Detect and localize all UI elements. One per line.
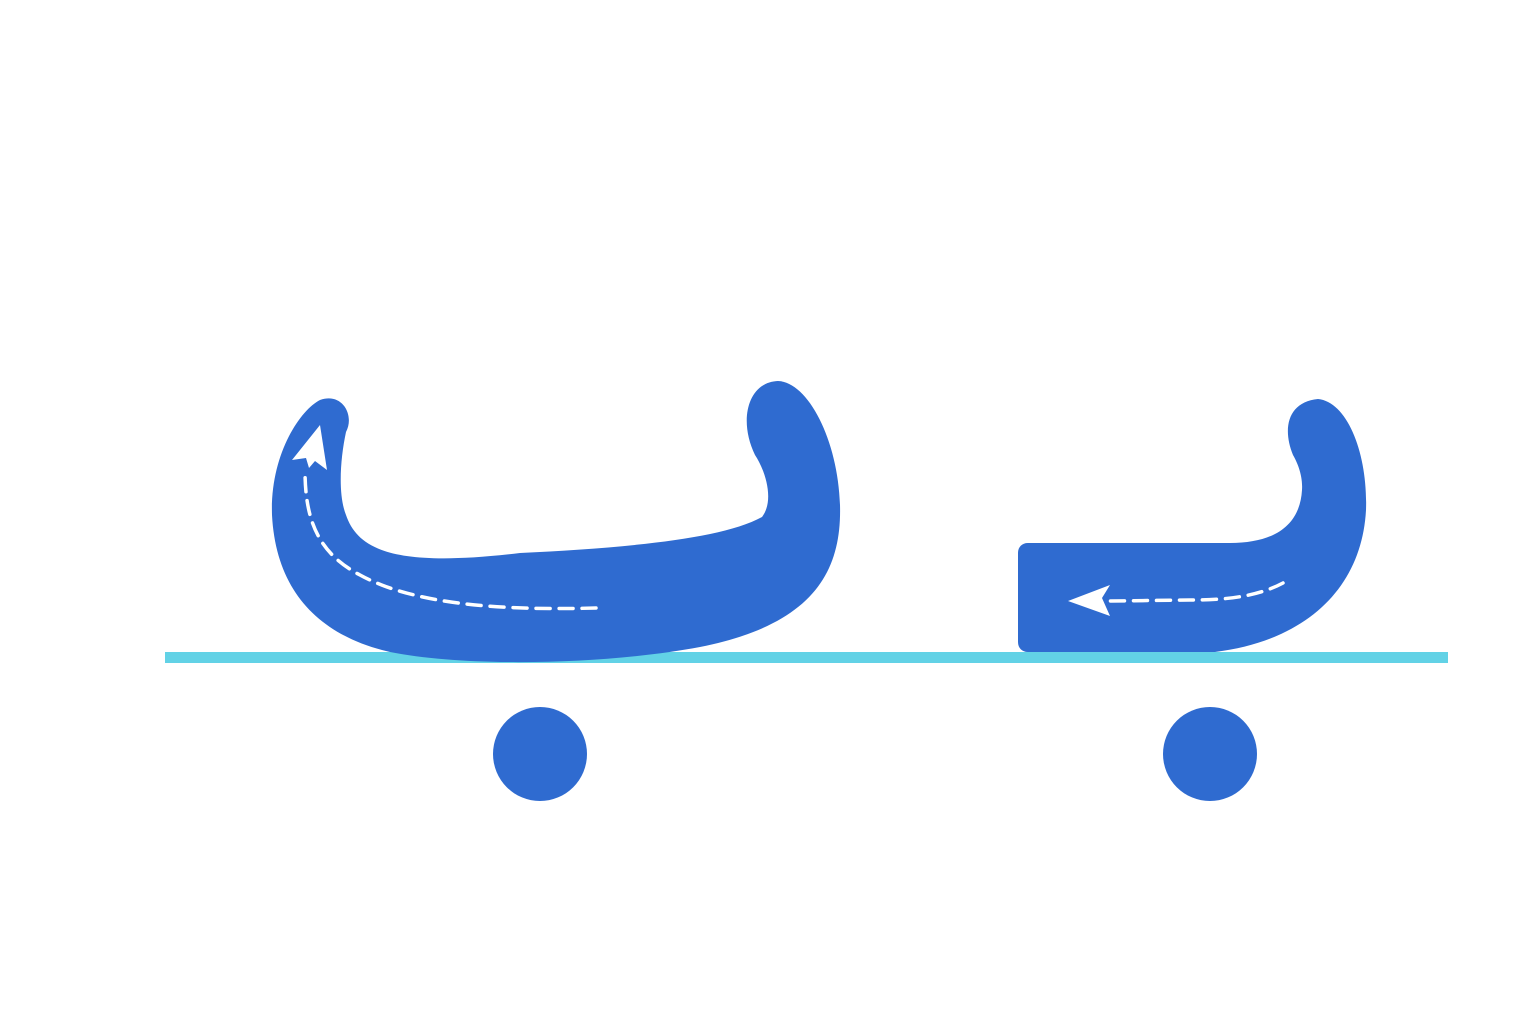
initial-letter-form — [1018, 399, 1367, 801]
isolated-letter-form — [271, 381, 841, 801]
isolated-letter-body — [271, 381, 841, 663]
writing-baseline — [165, 652, 1448, 663]
isolated-stroke-arrow-icon — [292, 425, 327, 470]
isolated-dot-below — [493, 707, 587, 801]
initial-letter-body — [1018, 399, 1367, 652]
initial-stroke-guide — [1108, 581, 1285, 603]
initial-stroke-arrow-icon — [1068, 585, 1110, 616]
initial-dot-below — [1163, 707, 1257, 801]
